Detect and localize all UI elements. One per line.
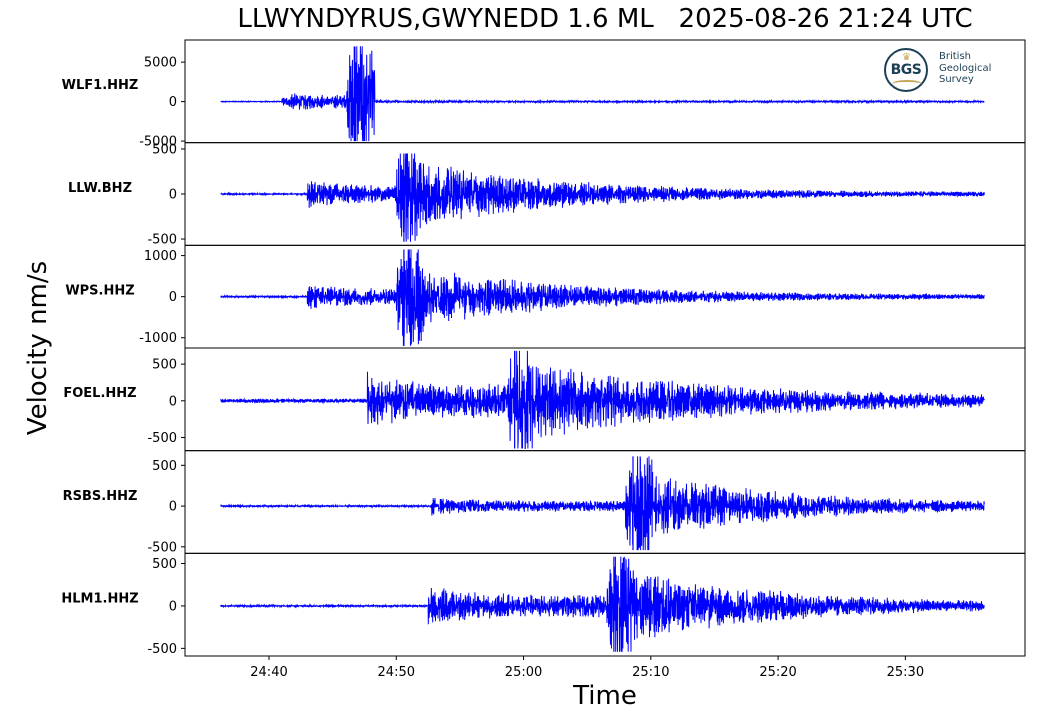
bgs-logo-emblem: ♛ BGS <box>884 48 928 92</box>
y-tick-label: 0 <box>169 500 177 515</box>
y-tick-label: 500 <box>152 557 177 572</box>
y-tick-label: -500 <box>147 233 177 248</box>
panel-llw-bhz: 500 0 -500 LLW.BHZ <box>68 142 1026 248</box>
y-tick-label: 0 <box>169 188 177 203</box>
x-tick-label: 25:10 <box>632 665 669 680</box>
y-tick-label: 0 <box>169 95 177 110</box>
chart-title: LLWYNDYRUS,GWYNEDD 1.6 ML 2025-08-26 21:… <box>237 4 973 34</box>
bgs-logo-name: British Geological Survey <box>939 51 991 86</box>
y-tick-label: -5000 <box>139 135 177 150</box>
y-tick-label: -500 <box>147 431 177 446</box>
y-tick-label: 0 <box>169 394 177 409</box>
panel-wps-hhz: 1000 0 -1000 WPS.HHZ <box>65 244 1026 349</box>
panel-frame <box>184 450 1026 554</box>
bgs-logo-line1: British <box>939 51 971 62</box>
panel-rsbs-hhz: 500 0 -500 RSBS.HHZ <box>63 450 1026 555</box>
channel-label: HLM1.HHZ <box>61 592 138 607</box>
waveform-trace <box>220 556 985 652</box>
crown-icon: ♛ <box>902 52 911 63</box>
waveform-trace <box>220 46 985 142</box>
channel-label: RSBS.HHZ <box>63 489 138 504</box>
y-tick-label: 500 <box>152 459 177 474</box>
bgs-logo-abbr: BGS <box>890 62 922 78</box>
y-tick-label: -500 <box>147 642 177 657</box>
x-tick-label: 24:50 <box>378 665 415 680</box>
channel-label: WLF1.HHZ <box>62 78 139 93</box>
x-tick-label: 25:00 <box>505 665 542 680</box>
panel-frame <box>184 552 1026 657</box>
bgs-logo-line3: Survey <box>939 74 974 85</box>
panel-wlf1-hhz: 5000 0 -5000 WLF1.HHZ <box>62 39 1026 150</box>
channel-label: LLW.BHZ <box>68 181 132 196</box>
waveform-trace <box>220 350 985 449</box>
y-tick-label: 0 <box>169 599 177 614</box>
panel-hlm1-hhz: 500 0 -500 HLM1.HHZ <box>61 552 1026 657</box>
x-tick-label: 25:30 <box>887 665 924 680</box>
wave-icon <box>892 80 922 88</box>
x-axis-label: Time <box>573 681 637 711</box>
y-tick-label: 5000 <box>144 56 177 71</box>
y-tick-label: 1000 <box>144 249 177 264</box>
y-tick-label: 500 <box>152 142 177 157</box>
channel-label: WPS.HHZ <box>65 284 134 299</box>
waveform-trace <box>220 153 985 242</box>
waveform-trace <box>220 249 985 346</box>
x-tick-label: 24:40 <box>250 665 287 680</box>
y-tick-label: -500 <box>147 540 177 555</box>
bgs-logo: ♛ BGS British Geological Survey <box>884 46 1004 96</box>
bgs-logo-line2: Geological <box>939 62 992 74</box>
waveform-trace <box>220 456 985 551</box>
y-tick-label: 500 <box>152 358 177 373</box>
y-tick-label: 0 <box>169 290 177 305</box>
x-tick-label: 25:20 <box>759 665 796 680</box>
panel-foel-hhz: 500 0 -500 FOEL.HHZ <box>63 347 1026 452</box>
channel-label: FOEL.HHZ <box>63 386 136 401</box>
y-tick-label: -1000 <box>139 331 177 346</box>
